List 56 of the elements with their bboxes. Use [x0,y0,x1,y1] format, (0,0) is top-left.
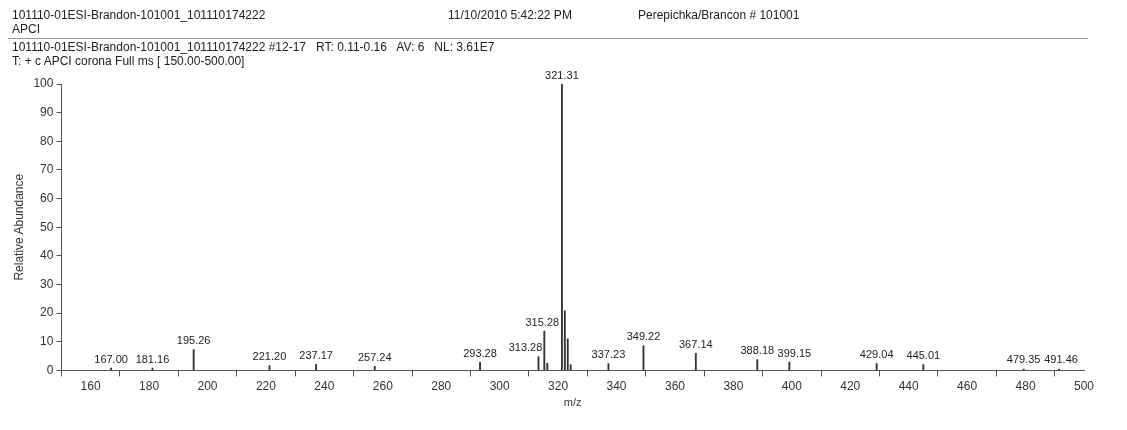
annotation: 293.28 [463,346,497,359]
annotation: 313.28 [508,341,543,354]
y-tick-label: 70 [40,162,54,177]
text: 101110-01ESI-Brandon-101001_101110174222 #12-17 RT: 0.11-0.16 AV: 6 NL: 3.61E7 [11,40,496,54]
y-axis-title: Relative Abundance [11,173,26,281]
annotation: 321.31 [545,68,579,81]
x-tick-label: 340 [606,378,627,393]
annotation: 221.20 [252,350,287,363]
x-tick-label: 160 [80,378,101,393]
x-tick-label: 440 [898,378,920,393]
x-tick-label: 180 [139,378,160,393]
y-tick-label: 100 [33,76,54,91]
x-tick-label: 500 [1073,378,1095,393]
y-tick-label: 60 [40,190,54,205]
y-tick-label: 80 [40,133,54,148]
y-tick-label: 30 [40,276,54,291]
y-tick-label: 50 [40,219,54,234]
y-tick-label: 10 [40,334,54,349]
x-tick-label: 200 [197,378,218,393]
x-axis-title: m/z [563,396,582,409]
text: T: + c APCI corona Full ms [ 150.00-500.00] [11,54,246,68]
chart-title: 101110-01ESI-Brandon-101001_101110174222 [12,8,266,22]
annotation: 167.00 [94,352,128,365]
x-tick-label: 320 [548,378,569,393]
x-tick-label: 260 [372,378,394,393]
annotation: 315.28 [525,315,560,328]
x-tick-label: 460 [957,378,978,393]
text: Perepichka/Brancon # 101001 [638,8,800,22]
x-tick-label: 380 [723,378,744,393]
x-tick-label: 280 [431,378,452,393]
y-tick-label: 0 [46,362,54,377]
annotation: 181.16 [135,352,170,365]
annotation: 399.15 [777,346,812,359]
text: 11/10/2010 5:42:22 PM [448,8,572,22]
annotation: 257.24 [357,350,392,363]
annotation: 195.26 [176,334,211,347]
x-tick-label: 300 [489,378,510,393]
x-tick-label: 240 [314,378,335,393]
y-tick-label: 40 [40,248,54,263]
annotation: 349.22 [626,330,661,343]
y-tick-label: 20 [40,305,54,320]
annotation: 445.01 [906,349,941,362]
x-tick-label: 220 [255,378,277,393]
y-tick-label: 90 [40,104,54,119]
annotation: 388.18 [740,344,775,357]
annotation: 367.14 [679,337,713,350]
x-tick-label: 420 [840,378,861,393]
annotation: 337.23 [591,348,626,361]
annotation: 237.17 [299,348,333,361]
x-tick-label: 480 [1015,378,1036,393]
x-tick-label: 400 [781,378,803,393]
text: APCI [11,22,41,36]
x-tick-label: 360 [664,378,686,393]
annotation: 491.46 [1044,353,1078,366]
annotation: 479.35 [1006,353,1041,366]
annotation: 429.04 [859,348,894,361]
